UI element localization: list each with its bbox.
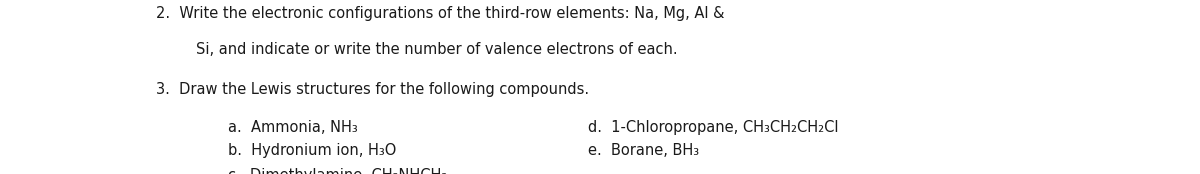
Text: 2.  Write the electronic configurations of the third-row elements: Na, Mg, Al &: 2. Write the electronic configurations o… — [156, 6, 725, 21]
Text: c.  Dimethylamine, CH₃NHCH₃: c. Dimethylamine, CH₃NHCH₃ — [228, 168, 448, 174]
Text: b.  Hydronium ion, H₃O: b. Hydronium ion, H₃O — [228, 143, 396, 158]
Text: Si, and indicate or write the number of valence electrons of each.: Si, and indicate or write the number of … — [196, 42, 677, 57]
Text: a.  Ammonia, NH₃: a. Ammonia, NH₃ — [228, 120, 358, 135]
Text: e.  Borane, BH₃: e. Borane, BH₃ — [588, 143, 700, 158]
Text: 3.  Draw the Lewis structures for the following compounds.: 3. Draw the Lewis structures for the fol… — [156, 82, 589, 97]
Text: d.  1-Chloropropane, CH₃CH₂CH₂Cl: d. 1-Chloropropane, CH₃CH₂CH₂Cl — [588, 120, 839, 135]
